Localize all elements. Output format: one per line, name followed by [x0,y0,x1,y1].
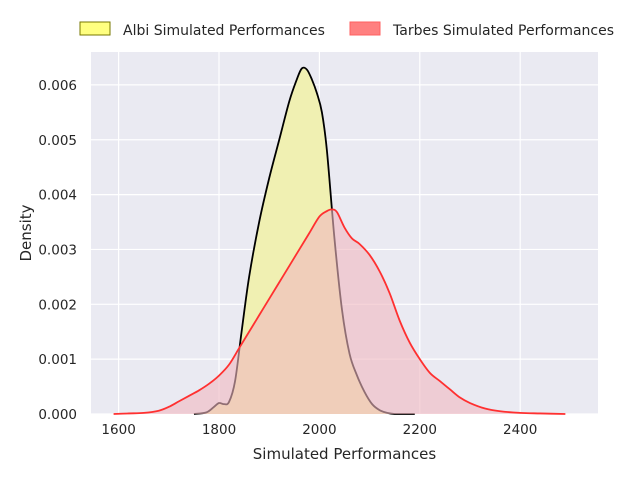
y-tick-label: 0.002 [38,297,77,313]
legend-label-albi: Albi Simulated Performances [123,23,325,39]
x-tick-label: 2000 [302,422,336,438]
legend-swatch-albi [79,21,111,36]
x-tick-label: 1600 [101,422,135,438]
x-axis-title: Simulated Performances [253,445,437,463]
y-tick-label: 0.001 [38,352,77,368]
density-areas [113,66,566,415]
tick-labels: 1600 1800 2000 2200 2400 0.000 0.001 0.002 0.003… [38,78,537,438]
legend-swatch-tarbes [349,21,381,36]
y-tick-label: 0.003 [38,242,77,258]
y-tick-label: 0.000 [38,407,77,423]
area-fill-tarbes [113,209,566,414]
density-line-tarbes [113,208,566,415]
x-tick-label: 2400 [503,422,537,438]
legend-label-tarbes: Tarbes Simulated Performances [392,23,614,39]
y-axis-title: Density [17,204,35,261]
legend: Albi Simulated Performances Tarbes Simul… [79,21,614,39]
x-tick-label: 1800 [202,422,236,438]
y-tick-label: 0.006 [38,78,77,94]
x-tick-label: 2200 [403,422,437,438]
y-tick-label: 0.005 [38,133,77,149]
y-tick-label: 0.004 [38,188,77,204]
